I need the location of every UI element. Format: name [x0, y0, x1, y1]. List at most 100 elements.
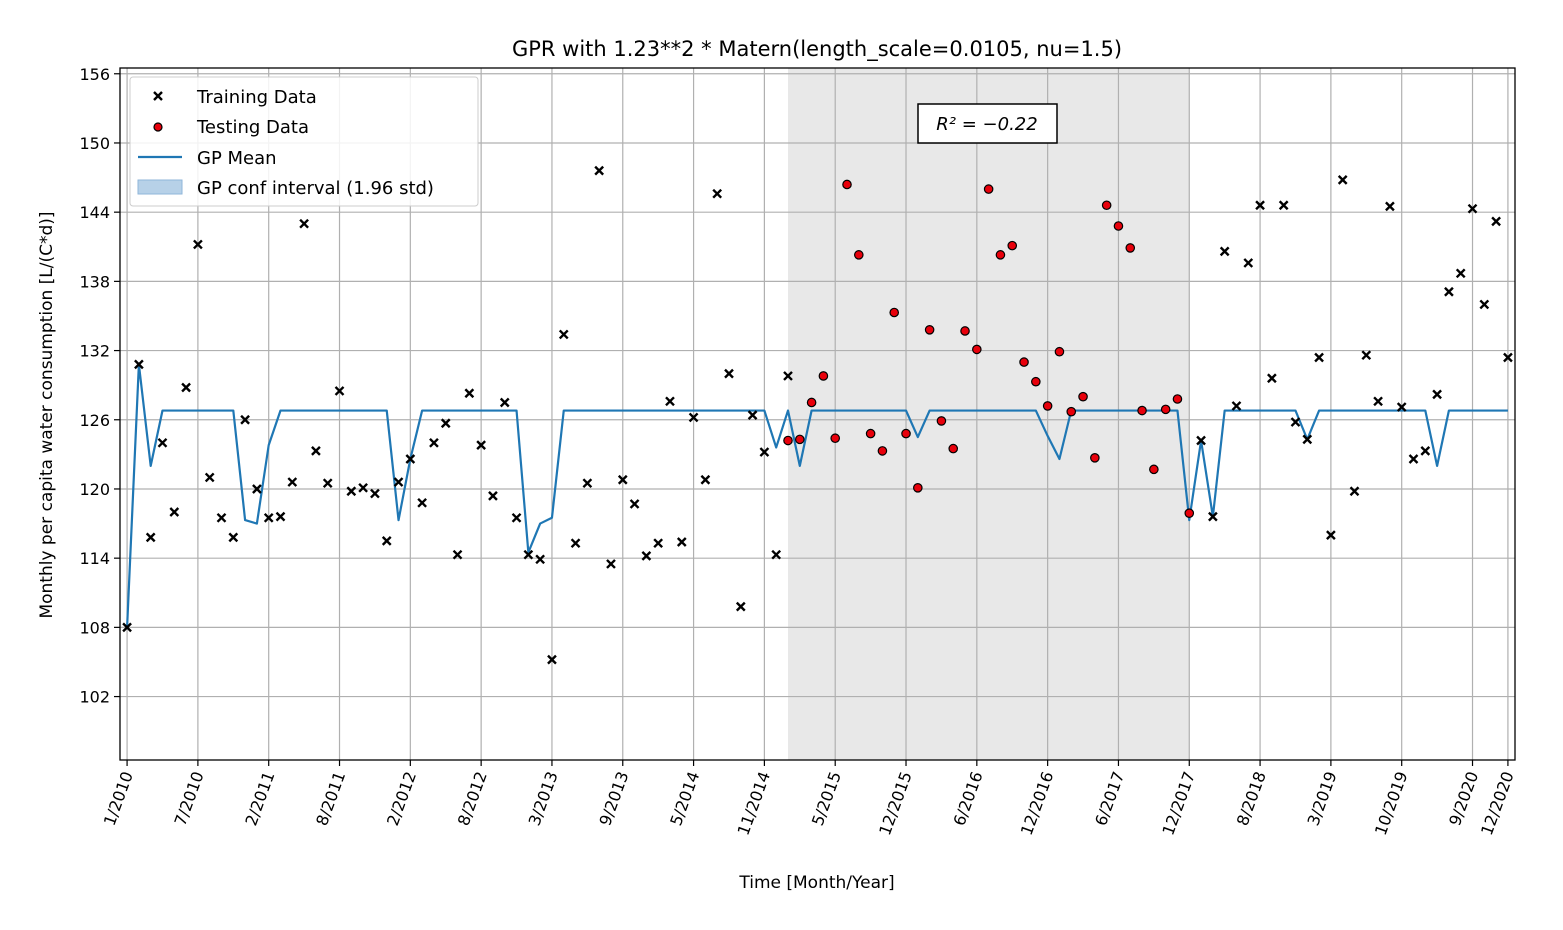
training-point — [735, 601, 746, 612]
training-point — [122, 622, 132, 633]
training-point — [216, 512, 227, 523]
training-point — [1455, 268, 1466, 279]
testing-point — [877, 446, 888, 456]
training-point — [157, 437, 168, 448]
training-point — [1444, 286, 1454, 297]
testing-point — [854, 250, 864, 260]
training-point — [771, 549, 782, 560]
training-point — [381, 536, 392, 546]
training-point — [1396, 402, 1407, 412]
training-point — [464, 388, 475, 399]
testing-point — [1113, 221, 1124, 231]
testing-point — [995, 250, 1006, 260]
testing-point — [806, 397, 817, 408]
training-point — [1349, 486, 1360, 497]
testing-point — [842, 179, 852, 190]
testing-point — [830, 433, 841, 444]
training-point — [594, 165, 605, 176]
testing-point — [1019, 357, 1029, 367]
training-point — [1219, 246, 1230, 257]
training-point — [653, 538, 664, 549]
training-point — [1503, 352, 1513, 363]
training-point — [724, 368, 734, 379]
training-point — [334, 386, 345, 396]
training-point — [759, 447, 770, 457]
testing-point — [1184, 508, 1195, 518]
testing-point — [1078, 391, 1088, 402]
training-point — [1337, 175, 1348, 185]
training-point — [1361, 350, 1372, 361]
training-point — [440, 418, 451, 429]
y-tick-label: 144 — [79, 203, 110, 222]
testing-point — [889, 307, 900, 318]
training-point — [322, 478, 333, 489]
training-point — [523, 549, 534, 560]
training-point — [712, 188, 723, 199]
training-point — [1326, 530, 1336, 540]
training-point — [134, 359, 144, 370]
x-axis-title: Time [Month/Year] — [738, 873, 894, 893]
training-point — [299, 218, 309, 229]
training-point — [1290, 417, 1301, 427]
testing-point — [783, 435, 793, 446]
testing-point — [865, 428, 876, 439]
training-point — [499, 397, 510, 408]
training-point — [570, 538, 581, 549]
training-point — [688, 412, 699, 423]
testing-point — [948, 443, 959, 454]
testing-point — [924, 325, 935, 335]
legend-label-testing: Testing Data — [196, 117, 309, 138]
y-tick-label: 156 — [79, 65, 110, 84]
training-point — [193, 239, 203, 250]
r2-label: R² = −0.22 — [936, 114, 1037, 135]
y-tick-label: 132 — [79, 342, 110, 361]
y-tick-label: 108 — [79, 618, 110, 637]
training-point — [1196, 435, 1206, 446]
y-tick-label: 138 — [79, 272, 110, 291]
testing-point — [972, 344, 982, 355]
legend-marker-conf-interval — [137, 179, 183, 195]
training-point — [1302, 434, 1313, 445]
testing-point — [913, 483, 923, 493]
training-point — [641, 551, 652, 561]
y-tick-label: 126 — [79, 411, 110, 430]
testing-point — [818, 371, 829, 381]
training-point — [1208, 511, 1218, 522]
training-point — [452, 549, 463, 560]
r2-box — [917, 103, 1058, 144]
legend-frame — [129, 76, 479, 207]
training-point — [1243, 258, 1254, 268]
testing-point — [1031, 376, 1041, 387]
training-point — [240, 414, 250, 425]
training-point — [169, 507, 180, 517]
testing-point — [1172, 394, 1183, 404]
training-point — [417, 497, 427, 508]
testing-point — [1101, 200, 1112, 211]
testing-point — [1160, 404, 1171, 415]
y-tick-label: 150 — [79, 134, 110, 153]
test-period-region — [787, 68, 1190, 760]
training-point — [582, 478, 593, 489]
testing-point — [983, 184, 994, 194]
training-point — [665, 396, 675, 407]
training-point — [1278, 200, 1289, 211]
y-tick-label: 120 — [79, 480, 110, 499]
testing-point — [1137, 405, 1147, 416]
training-point — [275, 511, 286, 522]
testing-point — [936, 416, 947, 426]
training-point — [228, 532, 239, 543]
training-point — [405, 454, 416, 464]
gp-mean-line — [125, 363, 1508, 628]
training-point — [1432, 389, 1442, 400]
training-point — [700, 474, 711, 485]
axes-frame — [119, 67, 1516, 761]
testing-point — [1125, 243, 1136, 253]
training-point — [1479, 299, 1490, 310]
training-point — [429, 437, 439, 448]
training-point — [287, 477, 298, 487]
legend-label-training: Training Data — [196, 87, 317, 108]
training-point — [370, 488, 380, 499]
training-point — [1267, 373, 1277, 384]
training-point — [1255, 200, 1265, 211]
